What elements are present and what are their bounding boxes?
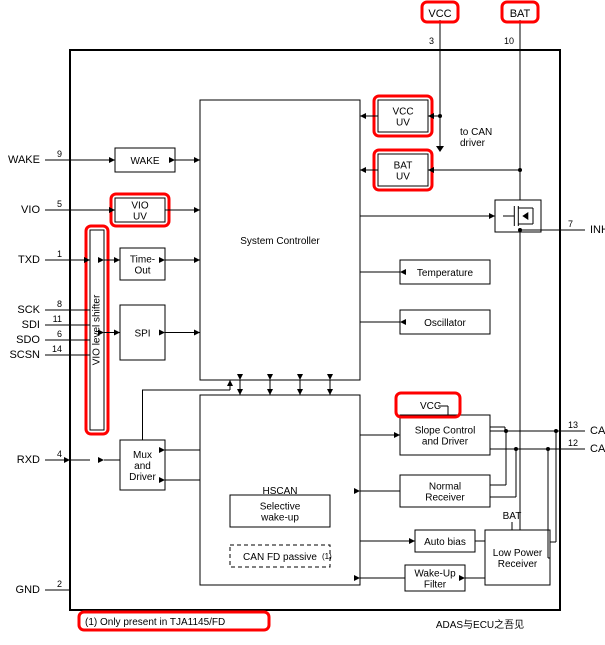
svg-text:BAT: BAT xyxy=(510,8,531,20)
svg-text:Auto bias: Auto bias xyxy=(424,537,466,548)
block-diagram: WAKEVIOUVTime-OutSPIVIO level shifterMux… xyxy=(0,0,605,645)
svg-text:SCSN: SCSN xyxy=(9,349,40,361)
svg-text:BATUV: BATUV xyxy=(394,161,413,183)
svg-text:Slope Controland Driver: Slope Controland Driver xyxy=(415,426,476,448)
svg-text:System Controller: System Controller xyxy=(240,236,320,247)
svg-text:10: 10 xyxy=(504,36,514,46)
svg-text:VIO: VIO xyxy=(21,204,40,216)
svg-text:WAKE: WAKE xyxy=(8,154,40,166)
svg-text:Low PowerReceiver: Low PowerReceiver xyxy=(493,548,543,570)
svg-text:5: 5 xyxy=(57,199,62,209)
svg-text:INH: INH xyxy=(590,224,605,236)
svg-text:WAKE: WAKE xyxy=(130,156,159,167)
svg-text:SDO: SDO xyxy=(16,334,40,346)
svg-text:12: 12 xyxy=(568,438,578,448)
svg-text:NormalReceiver: NormalReceiver xyxy=(425,482,465,504)
svg-text:VCC: VCC xyxy=(428,8,451,20)
svg-text:2: 2 xyxy=(57,579,62,589)
svg-text:Temperature: Temperature xyxy=(417,268,474,279)
svg-text:VIOUV: VIOUV xyxy=(131,201,148,223)
svg-text:ADAS与ECU之吾见: ADAS与ECU之吾见 xyxy=(436,618,524,631)
svg-text:VCC: VCC xyxy=(420,401,441,412)
svg-text:RXD: RXD xyxy=(17,454,40,466)
svg-text:6: 6 xyxy=(57,329,62,339)
svg-text:Oscillator: Oscillator xyxy=(424,318,466,329)
svg-text:VIO level shifter: VIO level shifter xyxy=(92,294,103,365)
svg-text:SPI: SPI xyxy=(134,329,150,340)
svg-text:7: 7 xyxy=(568,219,573,229)
svg-text:to CANdriver: to CANdriver xyxy=(460,127,492,149)
svg-text:3: 3 xyxy=(429,36,434,46)
svg-text:9: 9 xyxy=(57,149,62,159)
svg-text:CANL: CANL xyxy=(590,443,605,455)
svg-text:TXD: TXD xyxy=(18,254,40,266)
svg-text:(1): (1) xyxy=(322,552,332,561)
svg-text:11: 11 xyxy=(53,314,62,324)
svg-text:14: 14 xyxy=(52,344,62,354)
svg-text:(1) Only present in TJA1145/FD: (1) Only present in TJA1145/FD xyxy=(85,617,225,628)
svg-text:1: 1 xyxy=(57,249,62,259)
svg-text:BAT: BAT xyxy=(503,511,522,522)
svg-text:4: 4 xyxy=(57,449,62,459)
svg-text:CAN FD passive: CAN FD passive xyxy=(243,552,317,563)
svg-text:8: 8 xyxy=(57,299,62,309)
svg-text:Selectivewake-up: Selectivewake-up xyxy=(260,502,301,524)
svg-text:CANH: CANH xyxy=(590,425,605,437)
svg-text:SDI: SDI xyxy=(22,319,40,331)
svg-text:SCK: SCK xyxy=(17,304,40,316)
svg-text:GND: GND xyxy=(16,584,41,596)
svg-text:13: 13 xyxy=(568,420,578,430)
